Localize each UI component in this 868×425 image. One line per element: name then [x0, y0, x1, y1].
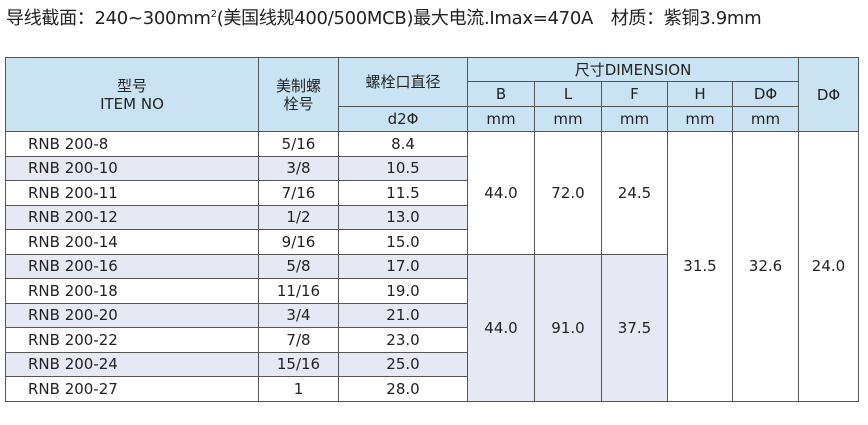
- cell: 13.0: [338, 204, 468, 230]
- cell: RNB 200-20: [5, 302, 259, 328]
- cell: 21.0: [338, 302, 468, 328]
- title-text: (美国线规400/500MCB)最大电流.Imax=470A 材质：紫铜3.9m…: [216, 8, 762, 29]
- table-row: RNB 200-18 11/16 19.0: [5, 278, 859, 304]
- head-cell: 美制螺 栓号: [258, 57, 339, 132]
- cell: 28.0: [338, 376, 468, 402]
- cell: 1: [258, 376, 339, 402]
- cell: RNB 200-8: [5, 131, 259, 157]
- cell: RNB 200-12: [5, 204, 259, 230]
- cell: 8.4: [338, 131, 468, 157]
- merged-cell: 44.0: [467, 131, 535, 255]
- head-cell: mm: [534, 106, 602, 132]
- table-row: RNB 200-27 1 28.0: [5, 376, 859, 402]
- cell: 15/16: [258, 351, 339, 377]
- head-cell: 尺寸DIMENSION: [467, 57, 799, 82]
- cell: 1/2: [258, 204, 339, 230]
- cell: 3/8: [258, 155, 339, 181]
- head-text: ITEM NO: [100, 94, 164, 113]
- head-cell: H: [667, 81, 733, 107]
- head-cell: DΦ: [732, 81, 799, 107]
- cell: 11.5: [338, 180, 468, 206]
- cell: 9/16: [258, 229, 339, 255]
- cell: 5/8: [258, 253, 339, 279]
- cell: 10.5: [338, 155, 468, 181]
- head-cell: 型号 ITEM NO: [5, 57, 259, 132]
- cell: 23.0: [338, 327, 468, 353]
- table-row: RNB 200-14 9/16 15.0: [5, 229, 859, 255]
- head-row: 型号 ITEM NO 美制螺 栓号 螺栓口直径 尺寸DIMENSION DΦ: [5, 57, 859, 132]
- head-text: 栓号: [283, 94, 314, 113]
- head-text: 美制螺: [275, 76, 321, 95]
- cell: 7/16: [258, 180, 339, 206]
- head-cell: mm: [667, 106, 733, 132]
- head-cell: mm: [601, 106, 668, 132]
- head-cell: mm: [732, 106, 799, 132]
- head-cell: F: [601, 81, 668, 107]
- merged-cell: 24.5: [601, 131, 668, 255]
- title: 导线截面：240~300mm2(美国线规400/500MCB)最大电流.Imax…: [6, 4, 762, 30]
- title-text: 导线截面：240~300mm: [6, 8, 211, 29]
- head-row: B L F H DΦ: [6, 81, 859, 107]
- head-cell: L: [534, 81, 602, 107]
- head-cell: 螺栓口直径: [338, 57, 468, 107]
- head-cell: B: [467, 81, 535, 107]
- cell: RNB 200-11: [5, 180, 259, 206]
- cell: 7/8: [258, 327, 339, 353]
- merged-cell: 31.5: [667, 131, 733, 402]
- head-cell: DΦ: [798, 57, 859, 132]
- merged-cell: 24.0: [798, 131, 859, 402]
- head-text: 型号: [116, 76, 147, 95]
- cell: RNB 200-10: [5, 155, 259, 181]
- cell: 5/16: [258, 131, 339, 157]
- cell: RNB 200-22: [5, 327, 259, 353]
- cell: 3/4: [258, 302, 339, 328]
- cell: 17.0: [338, 253, 468, 279]
- cell: 15.0: [338, 229, 468, 255]
- cell: 19.0: [338, 278, 468, 304]
- merged-cell: 37.5: [601, 253, 668, 402]
- table-body: RNB 200-8 5/16 8.4 44.0 72.0 24.5 31.5 32.6 24.0…: [5, 131, 859, 402]
- merged-cell: 91.0: [534, 253, 602, 402]
- merged-cell: 44.0: [467, 253, 535, 402]
- cell: RNB 200-14: [5, 229, 259, 255]
- head-cell: mm: [467, 106, 535, 132]
- table-row: RNB 200-8 5/16 8.4 44.0 72.0 24.5 31.5 32.6 24.0: [5, 131, 859, 402]
- merged-cell: 72.0: [534, 131, 602, 255]
- superscript: 2: [210, 9, 217, 20]
- cell: 11/16: [258, 278, 339, 304]
- head-row: d2Φ mm mm mm mm mm: [6, 106, 859, 132]
- cell: RNB 200-18: [5, 278, 259, 304]
- merged-cell: 32.6: [732, 131, 799, 402]
- table-row: RNB 200-12 1/2 13.0: [5, 204, 859, 230]
- cell: RNB 200-24: [5, 351, 259, 377]
- cell: RNB 200-27: [5, 376, 259, 402]
- head-cell: d2Φ: [338, 106, 468, 132]
- table-row: RNB 200-11 7/16 11.5: [5, 180, 859, 206]
- cell: RNB 200-16: [5, 253, 259, 279]
- cell: 25.0: [338, 351, 468, 377]
